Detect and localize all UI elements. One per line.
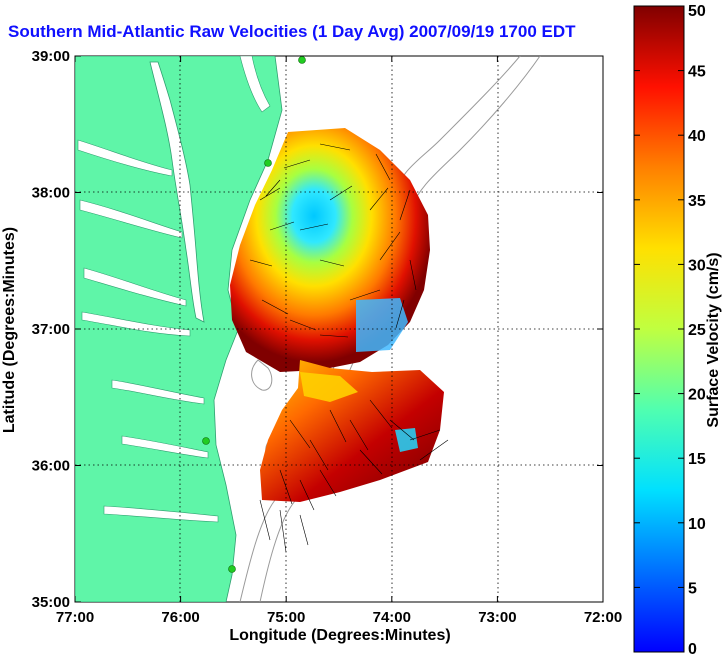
- y-tick-label: 36:00: [32, 458, 70, 475]
- y-axis-label: Latitude (Degrees:Minutes): [1, 227, 18, 433]
- x-tick-label: 74:00: [373, 609, 411, 626]
- y-tick-label: 39:00: [32, 48, 70, 65]
- y-tick-label: 35:00: [32, 594, 70, 611]
- colorbar-tick-label: 45: [688, 64, 706, 81]
- y-tick-label: 37:00: [32, 321, 70, 338]
- chesapeake-bay: [149, 61, 205, 323]
- x-tick-label: 73:00: [478, 609, 516, 626]
- colorbar-tick-label: 0: [688, 641, 697, 658]
- y-axis-ticks: 39:00 38:00 37:00 36:00 35:00: [32, 48, 603, 611]
- colorbar-label: Surface Velocity (cm/s): [705, 252, 722, 427]
- x-tick-label: 77:00: [56, 609, 94, 626]
- colorbar-tick-label: 25: [688, 322, 706, 339]
- velocity-vectors: [249, 143, 449, 553]
- colorbar-tick-label: 5: [688, 580, 697, 597]
- colorbar-tick-label: 35: [688, 193, 706, 210]
- x-axis-ticks: 77:00 76:00 75:00 74:00 73:00 72:00: [56, 56, 622, 626]
- colorbar-tick-label: 10: [688, 516, 706, 533]
- x-tick-label: 76:00: [161, 609, 199, 626]
- x-tick-label: 75:00: [267, 609, 305, 626]
- map-title: Southern Mid-Atlantic Raw Velocities (1 …: [8, 22, 576, 41]
- y-tick-label: 38:00: [32, 185, 70, 202]
- x-tick-label: 72:00: [584, 609, 622, 626]
- colorbar: [633, 5, 685, 653]
- colorbar-tick-label: 15: [688, 451, 706, 468]
- colorbar-tick-label: 20: [688, 387, 706, 404]
- colorbar-tick-label: 50: [688, 3, 706, 20]
- colorbar-tick-label: 30: [688, 257, 706, 274]
- grid-lines: [75, 56, 603, 602]
- colorbar-tick-label: 40: [688, 128, 706, 145]
- station-markers: [202, 56, 306, 573]
- x-axis-label: Longitude (Degrees:Minutes): [229, 627, 450, 644]
